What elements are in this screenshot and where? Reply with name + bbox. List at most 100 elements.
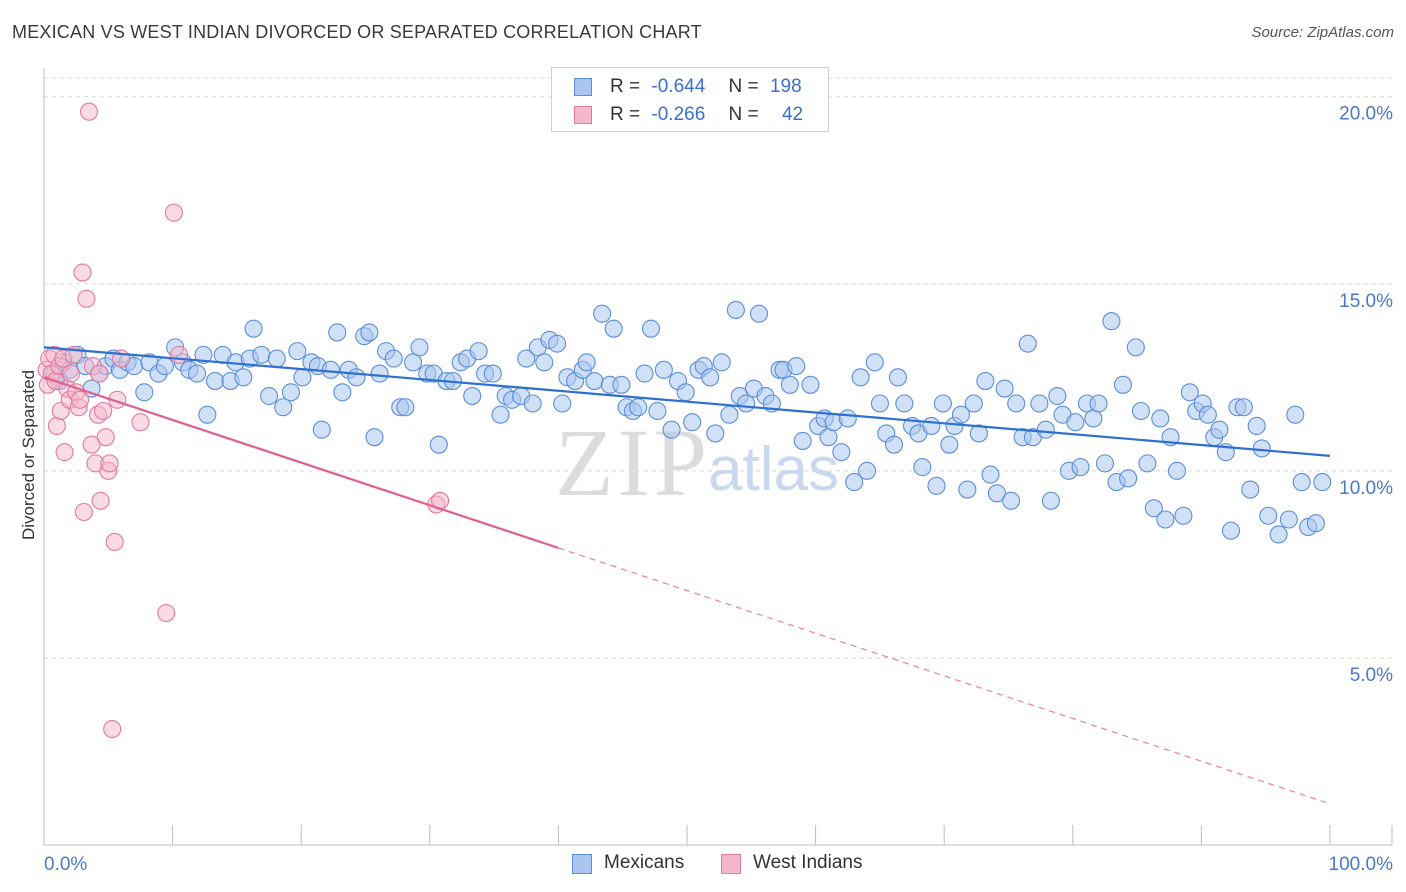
mexicans-point [155,357,174,376]
mexicans-point [429,435,448,454]
mexicans-point [205,372,225,391]
axes [43,68,1393,846]
bottom-label-west-indians: West Indians [753,852,863,873]
mexicans-point [629,398,648,417]
mexicans-point [535,353,554,372]
watermark-zip: ZIP [555,409,711,516]
mexicans-point [1279,510,1298,529]
west-indians-point [77,289,96,308]
mexicans-point [1126,338,1145,357]
mexicans-point [312,420,331,439]
west-indians-point [74,502,93,522]
mexicans-point [884,435,904,454]
west-indians-point [79,102,99,121]
mexicans-point [593,304,612,323]
mexicans-point [726,300,745,320]
mexicans-point [384,349,403,368]
mexicans-point [1313,473,1332,492]
mexicans-point [913,458,932,477]
mexicans-point [683,413,702,432]
mexicans-point [333,383,352,402]
mexicans-point [981,465,1000,484]
mexicans-point [321,360,340,379]
mexicans-point [801,375,820,394]
mexicans-point [1252,439,1271,458]
west-indians-point [61,364,81,383]
mexicans-point [870,394,889,413]
trend-lines [43,346,1331,805]
y-tick-label: 5.0% [1350,665,1393,686]
mexicans-point [1041,491,1060,510]
mexicans-point [604,319,623,338]
mexicans-point [469,342,488,361]
mexicans-point [635,364,654,383]
mexicans-point [1119,469,1138,488]
x-tick-label: 100.0% [1329,854,1394,875]
mexicans-point [1095,454,1114,473]
mexicans-point [1156,510,1175,529]
mexicans-point [365,428,384,447]
mexicans-point [851,368,870,387]
mexicans-point [463,386,482,406]
y-tick-label: 10.0% [1339,478,1393,499]
west-indians-point [47,416,66,436]
legend-n-label: N = [728,104,759,125]
mexicans-point [1286,405,1305,424]
x-tick-label: 0.0% [44,854,87,875]
mexicans-point [252,345,271,364]
mexicans-point [641,319,661,338]
mexicans-point [577,353,596,372]
west-indians-point [157,603,176,623]
west-indians-point [55,443,74,462]
west-indians-point [94,401,113,421]
mexicans-point [523,394,542,413]
mexicans-point [1084,409,1103,428]
mexicans-point [612,375,631,394]
west-indians-point [100,454,119,473]
mexicans-point [1269,525,1288,544]
mexicans-point [1002,491,1021,510]
west-indians-point [70,390,90,409]
legend-swatch-mexicans [574,78,592,96]
mexicans-point [274,398,293,417]
mexicans-point [1174,506,1193,525]
mexicans-point [198,405,217,424]
mexicans-point [1151,409,1170,428]
mexicans-point [720,405,739,424]
mexicans-point [483,364,502,383]
mexicans-point [895,394,914,413]
mexicans-point [1048,386,1067,406]
mexicans-point [244,319,263,338]
mexicans-point [491,405,510,424]
mexicans-point [1247,416,1266,436]
mexicans-point [347,368,366,387]
legend-text-west-indians: R = -0.266 N = 42 [610,104,803,126]
mexicans-points [45,300,1332,544]
mexicans-point [1167,461,1187,480]
y-tick-label: 15.0% [1339,291,1393,312]
west-indians-point [131,413,150,432]
mexicans-point [787,357,806,376]
mexicans-point [1036,420,1055,439]
mexicans-point [548,334,567,353]
mexicans-point [933,394,952,413]
mexicans-point [927,476,946,495]
mexicans-point [1030,394,1049,413]
mexicans-point [976,372,995,391]
mexicans-point [701,368,720,387]
mexicans-point [648,401,667,421]
west-indians-points [37,102,450,739]
west-indians-trend-line [43,376,559,549]
mexicans-point [888,368,907,387]
mexicans-trend-line [43,346,1331,457]
mexicans-point [1138,454,1157,473]
mexicans-point [712,353,731,372]
mexicans-point [293,368,312,387]
mexicans-point [1306,514,1325,533]
mexicans-point [234,368,253,387]
mexicans-point [1241,480,1260,499]
mexicans-point [857,461,877,480]
bottom-label-mexicans: Mexicans [604,852,685,873]
stats-legend: R = -0.644 N = 198 R = -0.266 N = 42 [551,67,829,132]
